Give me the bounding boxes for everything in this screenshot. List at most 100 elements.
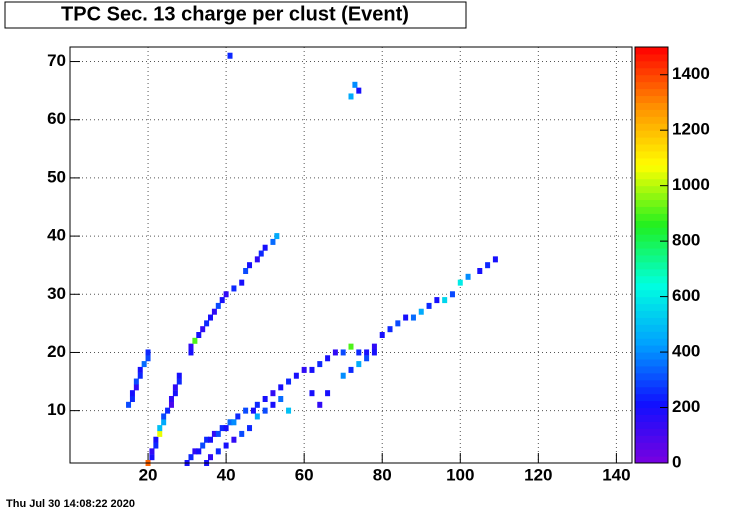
color-bar-segment [635,289,668,298]
cell [403,314,409,321]
cell [348,343,354,350]
cell [215,430,221,437]
cell [250,407,256,414]
cell [204,436,210,443]
cell [317,401,323,408]
cell [395,320,401,327]
x-tick-label: 140 [602,465,630,484]
cell [379,332,385,338]
cell [278,384,284,391]
cell [348,366,354,373]
cell [215,302,221,309]
color-bar-segment [635,379,668,388]
color-bar-segment [635,116,668,124]
cell [239,279,245,286]
cell [247,425,253,432]
y-tick-label: 50 [47,167,66,186]
cell [254,413,260,420]
cell [141,361,147,368]
cell [262,244,268,251]
cell [137,372,143,379]
cell [387,326,393,333]
cell [149,454,155,461]
cell [204,320,210,327]
color-bar-segment [635,213,668,221]
color-bar-segment [635,365,668,374]
cell [200,326,206,333]
cell [133,378,139,385]
cell [286,407,292,414]
cell [309,390,315,397]
color-bar-segment [635,338,668,346]
color-bar-segment [635,386,668,395]
cell [215,448,221,455]
y-tick-label: 30 [47,284,66,303]
cell [208,454,213,461]
x-tick-label: 20 [139,465,158,484]
color-bar-segment [635,414,668,422]
cell [219,425,225,432]
cell [211,430,217,437]
cell [188,343,194,350]
cell [165,407,171,414]
color-bar-segment [635,109,668,117]
cell [188,349,194,356]
color-bar-segment [635,227,668,235]
cell [176,378,182,385]
cell [270,238,276,245]
color-bar-segment [635,102,668,110]
z-tick-label: 800 [672,231,700,250]
cell [145,349,151,356]
cell [434,297,440,304]
color-bar-segment [635,442,668,450]
cell [325,355,331,362]
cell [208,314,213,321]
color-bar-segment [635,220,668,228]
cell [352,81,358,88]
cell [317,361,323,368]
cell [188,454,194,461]
cell [418,308,424,315]
cell [254,256,260,263]
cell [274,233,280,240]
cell [192,448,198,455]
cell [492,256,498,263]
color-bar-segment [635,130,668,138]
plot-area [70,47,632,463]
cell [200,442,206,449]
cell [196,332,202,338]
cell [309,366,315,373]
color-bar-segment [635,53,668,62]
cell [126,401,132,408]
color-bar-segment [635,151,668,159]
cell [239,430,245,437]
cell [364,355,370,362]
color-bar-segment [635,95,668,103]
color-bar-segment [635,261,668,270]
color-bar-segment [635,60,668,69]
color-bar-segment [635,359,668,367]
color-bar-segment [635,372,668,381]
cell [356,87,362,94]
cell [208,436,213,443]
cell [293,372,299,379]
color-bar-segment [635,255,668,263]
cell [192,337,198,344]
cell [247,262,253,269]
cell [278,396,284,402]
color-bar-segment [635,282,668,291]
cell [223,425,229,432]
footer-date: Thu Jul 30 14:08:22 2020 [6,498,135,510]
cell [364,349,370,356]
color-bar-segment [635,352,668,360]
cell [168,396,174,402]
color-bar-segment [635,400,668,409]
color-bar-frame [634,46,669,464]
cell [485,262,491,269]
cell [223,291,229,298]
y-tick-label: 40 [47,226,66,245]
color-bar-segment [635,275,668,284]
color-bar-segment [635,206,668,214]
cell [176,372,182,379]
y-tick-label: 10 [47,400,66,419]
